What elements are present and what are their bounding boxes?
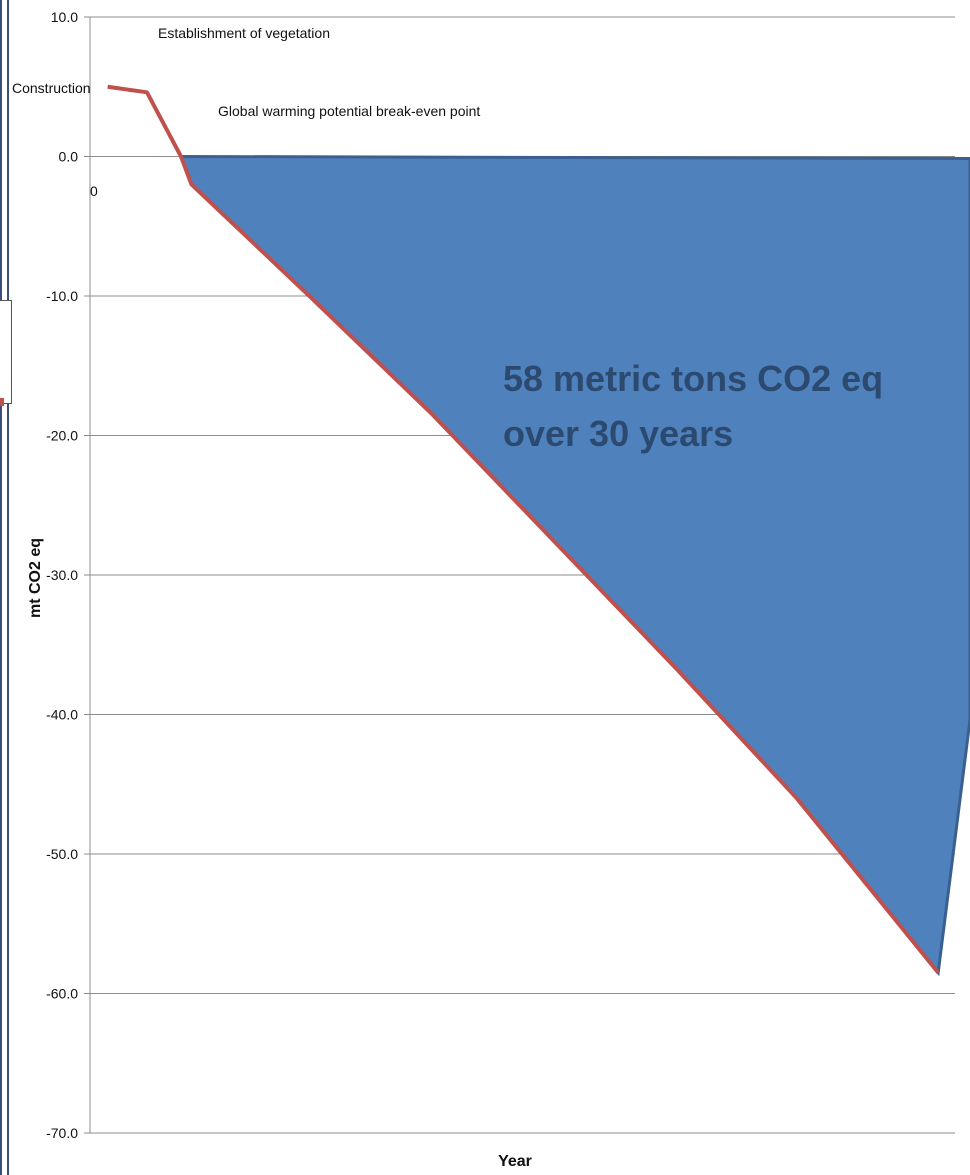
y-tick-label: -10.0 bbox=[46, 288, 78, 304]
annotation-vegetation: Establishment of vegetation bbox=[158, 25, 330, 41]
left-frame-marker bbox=[0, 398, 4, 406]
series-line bbox=[107, 84, 940, 974]
annotation-construction: Construction bbox=[12, 80, 91, 96]
annotation-breakeven: Global warming potential break-even poin… bbox=[218, 103, 480, 119]
y-tick-label: 0.0 bbox=[59, 149, 79, 165]
left-frame-border bbox=[0, 0, 9, 1175]
x-tick-label-0: 0 bbox=[90, 183, 98, 199]
y-tick-label: -20.0 bbox=[46, 428, 78, 444]
y-tick-label: -40.0 bbox=[46, 707, 78, 723]
area-label-line2: over 30 years bbox=[503, 413, 733, 454]
y-tick-label: -70.0 bbox=[46, 1125, 78, 1141]
y-tick-label: -60.0 bbox=[46, 986, 78, 1002]
x-axis-title: Year bbox=[498, 1153, 532, 1170]
y-axis-title: mt CO2 eq bbox=[27, 538, 44, 618]
y-tick-label: -30.0 bbox=[46, 567, 78, 583]
y-tick-label: -50.0 bbox=[46, 846, 78, 862]
area-label-line1: 58 metric tons CO2 eq bbox=[503, 358, 883, 399]
y-tick-label: 10.0 bbox=[51, 9, 78, 25]
left-frame-fragment bbox=[0, 300, 12, 404]
y-tick-labels: 10.0 0.0 -10.0 -20.0 -30.0 -40.0 -50.0 -60.0 -70… bbox=[46, 9, 78, 1141]
